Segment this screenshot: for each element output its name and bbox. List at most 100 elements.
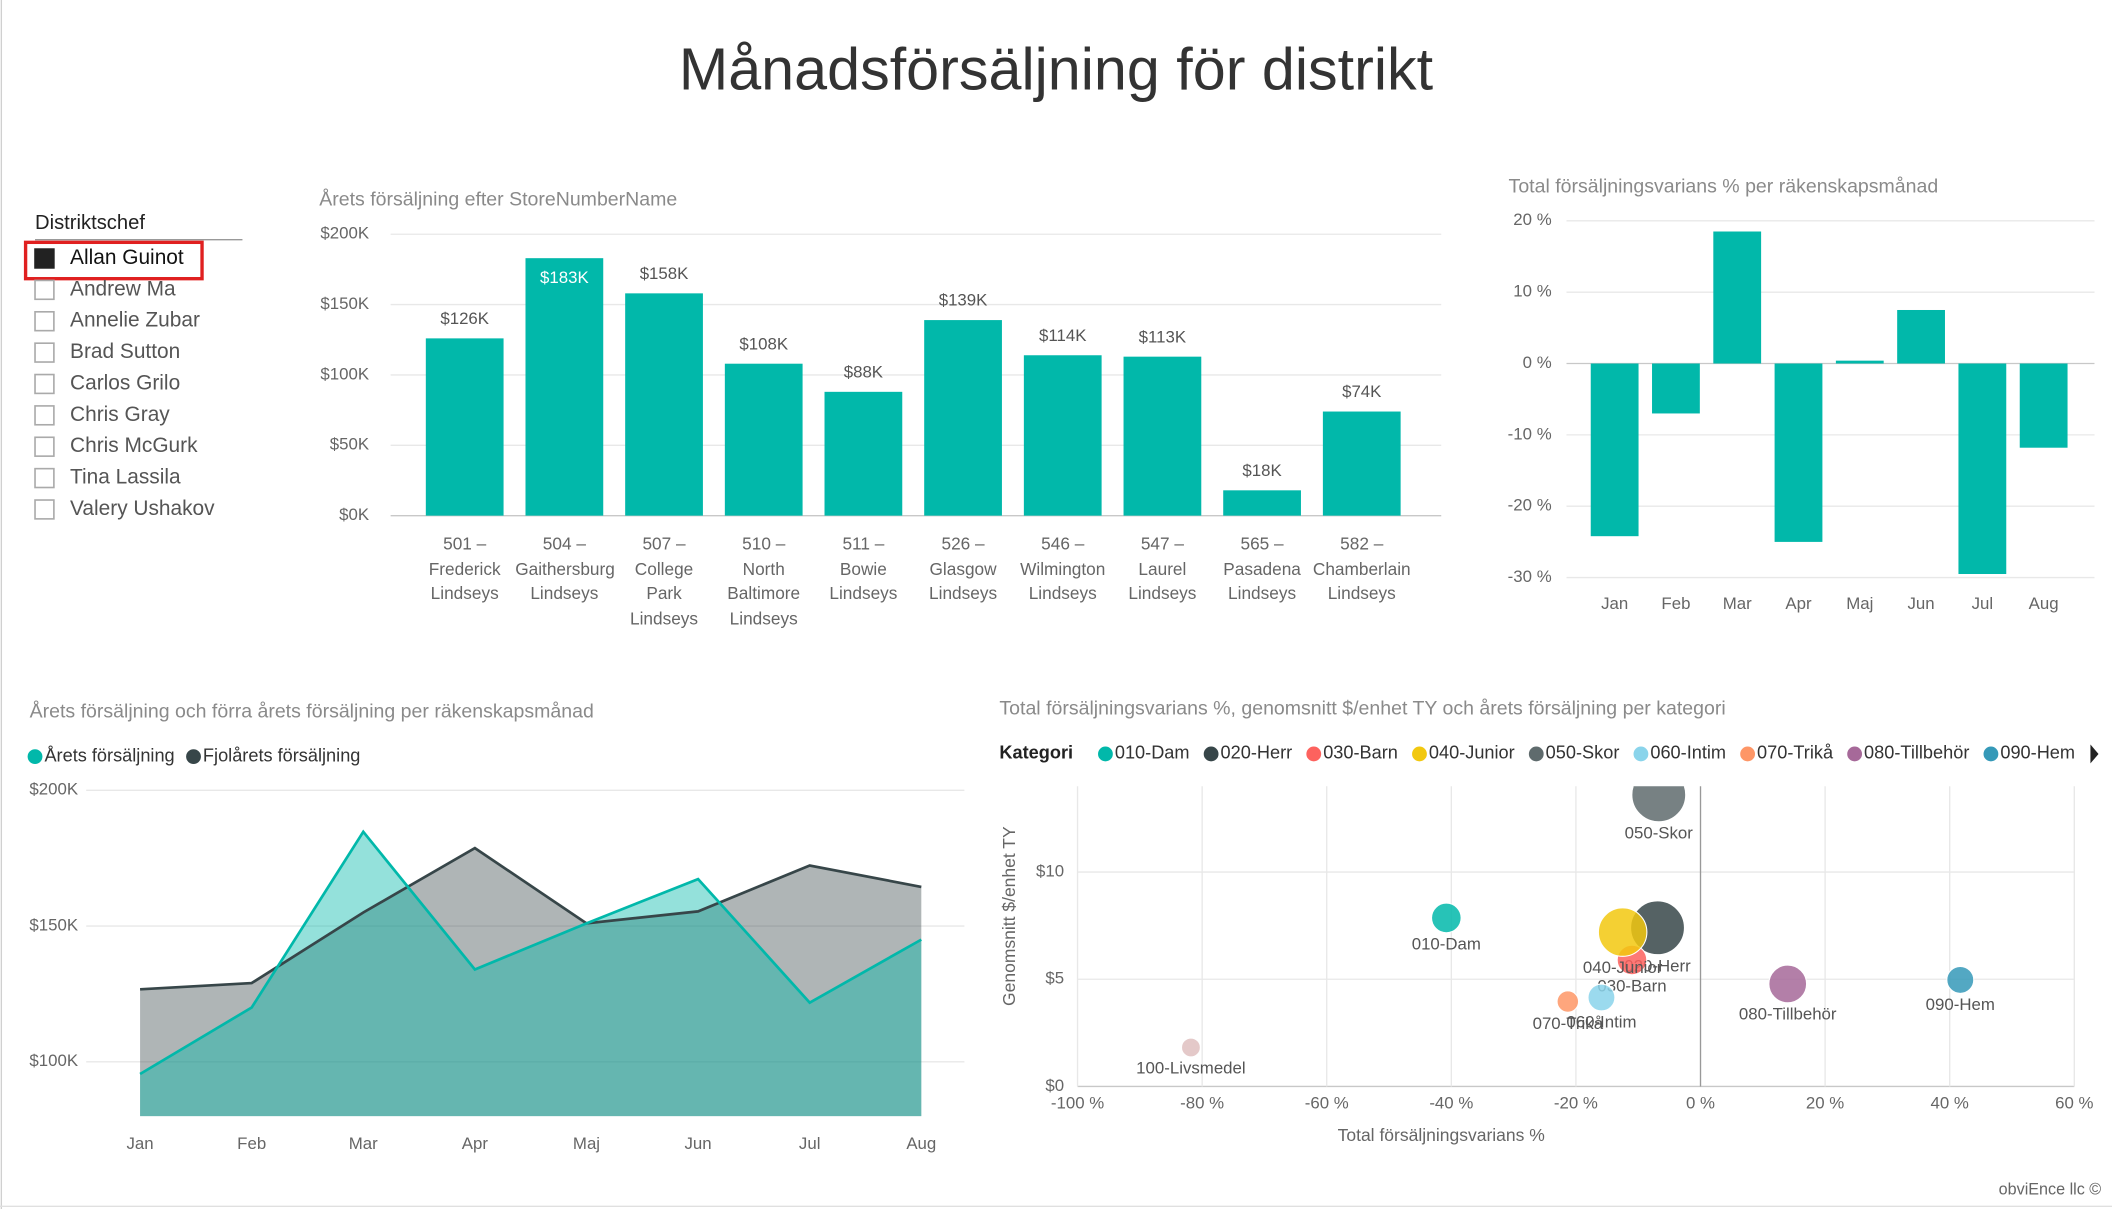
legend-marker (1203, 746, 1219, 762)
x-tick-label: 511 – Bowie Lindseys (829, 533, 898, 604)
data-label: $183K (540, 268, 589, 287)
x-tick-label: 60 % (2055, 1093, 2093, 1112)
bar (1023, 355, 1102, 516)
legend-label: Fjolårets försäljning (203, 745, 360, 765)
bubble[interactable] (1587, 983, 1616, 1012)
legend-next-arrow[interactable] (2090, 744, 2099, 764)
legend-label: 070-Trikå (1757, 743, 1834, 763)
chart-title: Årets försäljning och förra årets försäl… (30, 699, 594, 722)
slicer-item[interactable]: Annelie Zubar (70, 309, 200, 332)
slicer-item[interactable]: Carlos Grilo (70, 371, 180, 394)
bubble[interactable] (1946, 965, 1975, 994)
x-tick-label-box: 501 – Frederick Lindseys (428, 533, 501, 604)
x-tick-label: Aug (906, 1134, 936, 1153)
x-tick-label: Apr (462, 1134, 489, 1153)
x-tick-label-box: 526 – Glasgow Lindseys (929, 533, 998, 604)
x-tick-label-box: 565 – Pasadena Lindseys (1223, 533, 1301, 604)
legend-marker (1306, 746, 1322, 762)
x-tick-label: Aug (2029, 594, 2059, 613)
checkbox[interactable] (34, 405, 55, 426)
x-tick-label: -20 % (1554, 1093, 1598, 1112)
line (139, 829, 922, 1076)
y-tick-label: $100K (320, 364, 369, 383)
y-tick-label: $0K (339, 505, 370, 524)
bar (1590, 363, 1639, 537)
checkbox[interactable] (34, 467, 55, 489)
checkbox[interactable] (34, 279, 55, 301)
legend-marker (1983, 746, 1999, 762)
x-tick-label: Jul (1972, 594, 1994, 613)
checkbox[interactable] (34, 248, 55, 269)
checkbox[interactable] (34, 342, 55, 363)
slicer-item[interactable]: Allan Guinot (70, 246, 184, 269)
y-tick-label: $100K (29, 1051, 78, 1070)
x-tick-label: Feb (1661, 594, 1690, 613)
legend-label: 080-Tillbehör (1864, 743, 1969, 763)
checkbox[interactable] (34, 373, 55, 395)
y-tick-label: 20 % (1513, 210, 1551, 229)
y-tick-label: $50K (330, 435, 370, 454)
bubble-label: 100-Livsmedel (1136, 1058, 1245, 1077)
slicer-item[interactable]: Chris Gray (70, 403, 170, 426)
bubble[interactable] (1768, 964, 1808, 1004)
x-tick-label: Apr (1785, 594, 1812, 613)
x-tick-label: 507 – College Park Lindseys (630, 533, 699, 629)
x-tick-label: Jul (799, 1134, 821, 1153)
x-tick-label: 526 – Glasgow Lindseys (929, 533, 998, 604)
slicer-item[interactable]: Valery Ushakov (70, 497, 215, 520)
y-tick-label: 10 % (1513, 282, 1551, 301)
legend-title: Kategori (999, 743, 1073, 763)
x-tick-label: 510 – North Baltimore Lindseys (727, 533, 801, 629)
checkbox[interactable] (34, 499, 55, 520)
area-fill (140, 848, 922, 1117)
bubble-label: 040-Junior (1583, 958, 1663, 977)
x-tick-label: -80 % (1180, 1093, 1224, 1112)
legend-marker (186, 749, 201, 765)
y-tick-label: -20 % (1508, 496, 1552, 515)
bubble[interactable] (1556, 990, 1580, 1013)
x-tick-label: -100 % (1051, 1093, 1104, 1112)
legend-label: Årets försäljning (44, 745, 174, 765)
slicer-item[interactable]: Chris McGurk (70, 434, 198, 457)
y-tick-label: $150K (29, 916, 78, 935)
x-tick-label: 565 – Pasadena Lindseys (1223, 533, 1301, 604)
y-tick-label: $200K (29, 780, 78, 799)
highlight-box (23, 240, 204, 281)
x-axis-title: Total försäljningsvarians % (1338, 1125, 1545, 1145)
x-tick-label: 547 – Laurel Lindseys (1128, 533, 1197, 604)
checkbox[interactable] (34, 436, 55, 457)
bar (1652, 363, 1700, 414)
legend-label: 030-Barn (1323, 743, 1398, 763)
legend-label: 010-Dam (1115, 743, 1190, 763)
data-label: $18K (1242, 461, 1282, 480)
checkbox[interactable] (34, 311, 55, 332)
x-tick-label-box: 504 – Gaithersburg Lindseys (515, 533, 613, 603)
x-tick-label: 20 % (1806, 1093, 1844, 1112)
x-tick-label: -60 % (1305, 1093, 1349, 1112)
bar (1958, 363, 2007, 575)
bubble[interactable] (1597, 907, 1648, 957)
legend-marker (1633, 746, 1649, 762)
x-tick-label: 501 – Frederick Lindseys (428, 533, 501, 604)
bubble[interactable] (1430, 902, 1462, 934)
bar (425, 338, 504, 516)
bubble-label: 050-Skor (1625, 823, 1694, 842)
bubble-label: 060-Intim (1566, 1013, 1636, 1032)
slicer-item[interactable]: Brad Sutton (70, 340, 180, 363)
slicer-item[interactable]: Tina Lassila (70, 466, 181, 489)
x-tick-label-box: 507 – College Park Lindseys (630, 533, 699, 629)
chart-title: Total försäljningsvarians %, genomsnitt … (999, 698, 1725, 720)
bubble-label: 010-Dam (1412, 934, 1481, 953)
x-tick-label: 40 % (1931, 1093, 1969, 1112)
slicer-item[interactable]: Andrew Ma (70, 277, 176, 300)
x-tick-label-box: 582 – Chamberlain Lindseys (1313, 533, 1411, 603)
y-tick-label: $10 (1036, 861, 1064, 880)
x-tick-label-box: 510 – North Baltimore Lindseys (727, 533, 801, 629)
x-tick-label: Maj (573, 1134, 600, 1153)
bubble[interactable] (1631, 768, 1687, 823)
x-tick-label: Mar (349, 1134, 378, 1153)
chart-title: Total försäljningsvarians % per räkenska… (1509, 175, 1939, 197)
bubble[interactable] (1180, 1037, 1201, 1058)
area-fill (140, 831, 922, 1117)
